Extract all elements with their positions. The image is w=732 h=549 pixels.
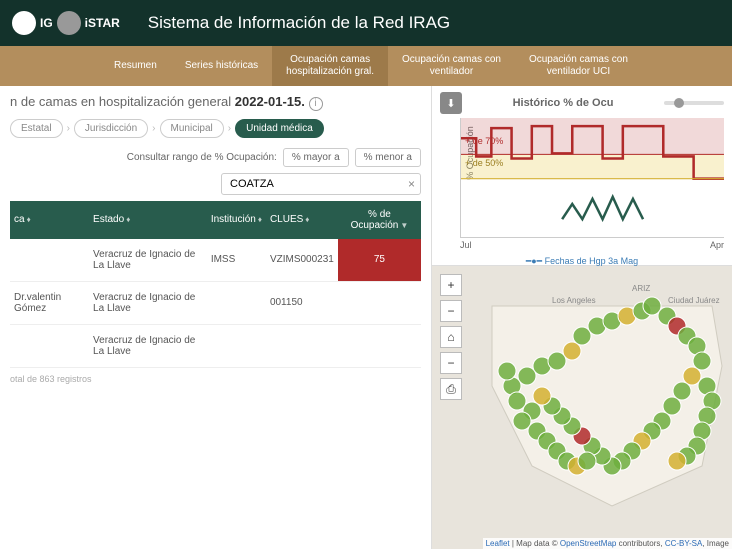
crumb-unidad[interactable]: Unidad médica	[235, 119, 324, 138]
filter-mayor-button[interactable]: % mayor a	[283, 148, 349, 167]
tab-ocupacion-gral[interactable]: Ocupación camas hospitalización gral.	[272, 46, 388, 86]
slider-thumb[interactable]	[674, 98, 684, 108]
sort-icon: ▼	[400, 221, 408, 230]
sort-icon: ♦	[126, 215, 130, 224]
clear-icon[interactable]: ×	[408, 177, 415, 191]
crumb-jurisdiccion[interactable]: Jurisdicción	[74, 119, 148, 138]
map-label: Ciudad Juárez	[668, 296, 720, 305]
right-panel: ⬇ Histórico % de Ocu % Ocupación + de 70…	[432, 86, 732, 549]
table-row[interactable]: Veracruz de Ignacio de La LlaveIMSSVZIMS…	[10, 239, 421, 282]
tab-ocupacion-ventilador[interactable]: Ocupación camas con ventilador	[388, 46, 515, 86]
cell-name	[10, 324, 89, 367]
table-row[interactable]: Veracruz de Ignacio de La Llave 0	[10, 324, 421, 367]
app-header: IG iSTAR Sistema de Información de la Re…	[0, 0, 732, 46]
zoom-out-button[interactable]: −	[440, 300, 462, 322]
map-label: ARIZ	[632, 284, 650, 293]
header-title: Sistema de Información de la Red IRAG	[148, 13, 450, 33]
col-clues[interactable]: CLUES♦	[266, 201, 338, 239]
main-content: n de camas en hospitalización general 20…	[0, 86, 732, 549]
chart-title: Histórico % de Ocu	[513, 97, 614, 109]
cell-occupation: 0	[338, 324, 421, 367]
cell-occupation: 20	[338, 281, 421, 324]
sort-icon: ♦	[27, 215, 31, 224]
home-icon[interactable]: ⌂	[440, 326, 462, 348]
crumb-estatal[interactable]: Estatal	[10, 119, 63, 138]
cell-inst: IMSS	[207, 239, 266, 282]
osm-link[interactable]: OpenStreetMap	[560, 539, 616, 548]
chart-panel: ⬇ Histórico % de Ocu % Ocupación + de 70…	[432, 86, 732, 266]
map-svg	[432, 266, 732, 546]
filter-menor-button[interactable]: % menor a	[355, 148, 421, 167]
sort-icon: ♦	[258, 215, 262, 224]
chart-xlabels: Jul Apr	[460, 240, 724, 250]
map-attribution: Leaflet | Map data © OpenStreetMap contr…	[483, 538, 732, 549]
chart-header: ⬇ Histórico % de Ocu	[440, 92, 724, 114]
logo-icon-2	[57, 11, 81, 35]
cell-clues: VZIMS000231	[266, 239, 338, 282]
cell-estado: Veracruz de Ignacio de La Llave	[89, 281, 207, 324]
chart-area: % Ocupación + de 70% + de 50%	[460, 118, 724, 238]
chevron-icon: ›	[152, 123, 155, 134]
search-wrap: ×	[221, 173, 421, 195]
time-slider[interactable]	[664, 101, 724, 105]
cell-inst	[207, 281, 266, 324]
map-dot[interactable]	[508, 392, 526, 410]
cell-estado: Veracruz de Ignacio de La Llave	[89, 324, 207, 367]
col-ocupacion[interactable]: % de Ocupación▼	[338, 201, 421, 239]
map-label: Los Angeles	[552, 296, 596, 305]
data-table: ca♦ Estado♦ Institución♦ CLUES♦ % de Ocu…	[10, 201, 421, 368]
leaflet-link[interactable]: Leaflet	[486, 539, 510, 548]
table-footer: otal de 863 registros	[10, 374, 421, 384]
tab-series[interactable]: Series históricas	[171, 46, 272, 86]
cc-link[interactable]: CC-BY-SA	[665, 539, 703, 548]
cell-name	[10, 239, 89, 282]
col-estado[interactable]: Estado♦	[89, 201, 207, 239]
logo-icon-1	[12, 11, 36, 35]
zoom-out-more-button[interactable]: −	[440, 352, 462, 374]
chart-lines	[461, 118, 724, 239]
map-panel[interactable]: + − ⌂ − ⎙ ARIZ Ciudad Juárez Los Angeles L…	[432, 266, 732, 549]
col-institucion[interactable]: Institución♦	[207, 201, 266, 239]
chevron-icon: ›	[67, 123, 70, 134]
cell-name: Dr.valentin Gómez	[10, 281, 89, 324]
filter-row: Consultar rango de % Ocupación: % mayor …	[10, 148, 421, 167]
cell-clues: 001150	[266, 281, 338, 324]
print-icon[interactable]: ⎙	[440, 378, 462, 400]
logo-text-2: iSTAR	[85, 16, 120, 30]
map-dot[interactable]	[668, 452, 686, 470]
logo-text-1: IG	[40, 16, 53, 30]
download-icon[interactable]: ⬇	[440, 92, 462, 114]
info-icon[interactable]: i	[309, 97, 323, 111]
col-ca[interactable]: ca♦	[10, 201, 89, 239]
crumb-municipal[interactable]: Municipal	[160, 119, 224, 138]
table-row[interactable]: Dr.valentin GómezVeracruz de Ignacio de …	[10, 281, 421, 324]
search-row: ×	[10, 173, 421, 195]
cell-occupation: 75	[338, 239, 421, 282]
map-dot[interactable]	[498, 362, 516, 380]
map-controls: + − ⌂ − ⎙	[440, 274, 462, 400]
sort-icon: ♦	[305, 215, 309, 224]
section-title: n de camas en hospitalización general 20…	[10, 94, 421, 111]
logo-group: IG iSTAR	[12, 11, 120, 35]
zoom-in-button[interactable]: +	[440, 274, 462, 296]
cell-estado: Veracruz de Ignacio de La Llave	[89, 239, 207, 282]
left-panel: n de camas en hospitalización general 20…	[0, 86, 432, 549]
tab-ocupacion-uci[interactable]: Ocupación camas con ventilador UCI	[515, 46, 642, 86]
breadcrumb: Estatal › Jurisdicción › Municipal › Uni…	[10, 119, 421, 138]
tab-resumen[interactable]: Resumen	[100, 46, 171, 86]
search-input[interactable]	[221, 173, 421, 195]
main-tabs: Resumen Series históricas Ocupación cama…	[0, 46, 732, 86]
map-dot[interactable]	[578, 452, 596, 470]
chevron-icon: ›	[228, 123, 231, 134]
cell-clues	[266, 324, 338, 367]
cell-inst	[207, 324, 266, 367]
filter-label: Consultar rango de % Ocupación:	[127, 152, 277, 163]
